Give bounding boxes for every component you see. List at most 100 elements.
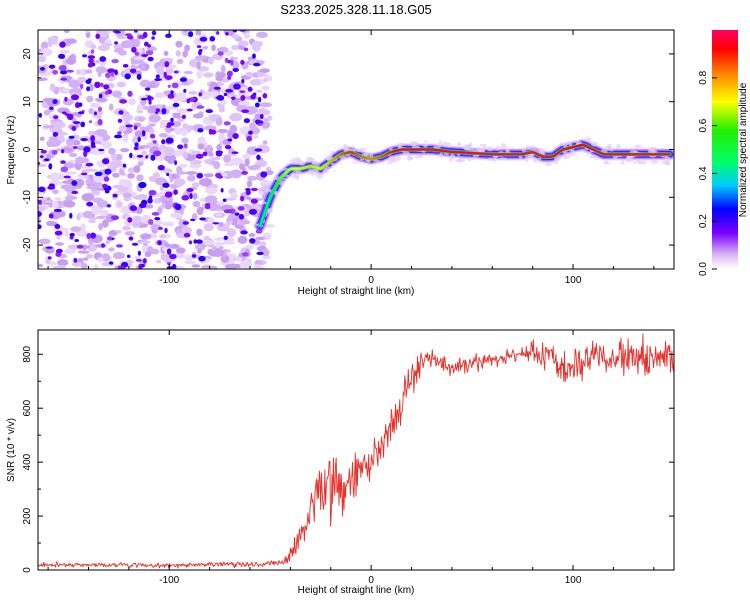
noise-blob <box>252 53 256 59</box>
noise-blob <box>63 200 76 208</box>
noise-blob <box>244 157 250 167</box>
noise-blob <box>162 247 168 252</box>
noise-blob <box>171 112 182 117</box>
noise-blob <box>125 124 134 128</box>
noise-blob <box>217 72 227 78</box>
noise-blob <box>198 255 206 262</box>
noise-blob <box>230 59 234 66</box>
noise-blob <box>73 257 78 263</box>
noise-blob <box>138 117 145 122</box>
noise-blob <box>262 140 268 145</box>
noise-blob <box>74 239 79 242</box>
ridge-speck <box>532 157 538 163</box>
ridge-speck <box>307 157 315 161</box>
noise-blob <box>254 148 263 152</box>
noise-blob <box>52 189 59 195</box>
noise-blob <box>98 148 105 152</box>
ridge-speck <box>391 156 400 162</box>
noise-blob <box>87 243 98 252</box>
noise-blob <box>126 35 134 40</box>
noise-blob <box>141 130 146 137</box>
noise-blob <box>142 258 147 264</box>
ridge-speck <box>397 143 401 148</box>
noise-blob <box>173 189 178 195</box>
noise-blob <box>81 165 87 169</box>
noise-blob <box>134 142 139 147</box>
y-tick-label: -20 <box>22 237 33 252</box>
noise-blob <box>205 187 218 195</box>
ridge-speck <box>298 160 306 166</box>
colorbar-tick-label: 0.6 <box>698 118 709 132</box>
noise-blob <box>86 86 91 92</box>
noise-blob <box>250 198 258 204</box>
noise-blob <box>235 224 244 229</box>
noise-blob <box>58 264 66 269</box>
noise-blob <box>96 215 106 219</box>
noise-blob <box>170 212 183 218</box>
noise-blob <box>66 69 74 73</box>
noise-blob <box>136 104 143 111</box>
noise-blob <box>153 150 162 157</box>
noise-blob <box>60 160 66 164</box>
noise-blob <box>63 248 76 255</box>
ridge-speck <box>545 162 552 167</box>
noise-blob <box>165 234 171 239</box>
noise-blob <box>240 59 245 65</box>
noise-blob <box>94 81 101 89</box>
noise-blob <box>82 54 87 58</box>
colorbar-tick-label: 0.0 <box>698 262 709 276</box>
noise-blob <box>259 113 264 120</box>
noise-blob <box>87 55 96 59</box>
noise-blob <box>38 199 42 204</box>
noise-blob <box>260 171 268 178</box>
noise-blob <box>87 62 93 68</box>
snr-series-line <box>38 333 674 569</box>
noise-blob <box>70 226 82 233</box>
noise-blob <box>162 182 170 188</box>
noise-blob <box>222 198 227 202</box>
ridge-speck <box>387 159 392 165</box>
noise-blob <box>98 222 104 231</box>
noise-blob <box>220 254 230 263</box>
ridge-speck <box>625 158 634 163</box>
noise-blob <box>75 156 85 165</box>
noise-blob <box>133 165 141 173</box>
noise-blob <box>148 190 157 196</box>
noise-blob <box>85 162 94 167</box>
noise-blob <box>44 158 50 161</box>
noise-blob <box>245 189 251 196</box>
noise-blob <box>182 123 189 129</box>
noise-blob <box>223 121 231 126</box>
noise-blob <box>83 146 91 153</box>
noise-blob <box>86 233 91 239</box>
noise-blob <box>90 141 96 147</box>
noise-blob <box>52 121 66 129</box>
noise-blob <box>38 112 42 118</box>
spectrogram-y-label: Frequency (Hz) <box>6 116 17 185</box>
noise-blob <box>252 40 263 48</box>
noise-blob <box>80 83 84 90</box>
noise-blob <box>154 78 162 81</box>
noise-blob <box>97 118 103 126</box>
noise-blob <box>146 125 152 131</box>
ridge-core <box>263 204 269 214</box>
x-tick-label: 100 <box>565 575 582 586</box>
noise-blob <box>196 70 203 79</box>
noise-blob <box>122 114 133 122</box>
noise-blob <box>117 131 122 135</box>
ridge-speck <box>537 157 542 160</box>
noise-blob <box>140 233 152 240</box>
noise-blob <box>71 87 82 93</box>
noise-blob <box>243 209 251 217</box>
noise-blob <box>181 137 189 144</box>
noise-blob <box>131 38 141 48</box>
noise-blob <box>108 147 116 155</box>
ridge-speck <box>528 146 536 151</box>
noise-blob <box>248 208 258 215</box>
ridge-speck <box>648 146 656 152</box>
noise-blob <box>54 230 63 236</box>
noise-blob <box>61 111 67 115</box>
noise-blob <box>111 59 119 64</box>
noise-blob <box>171 120 182 128</box>
